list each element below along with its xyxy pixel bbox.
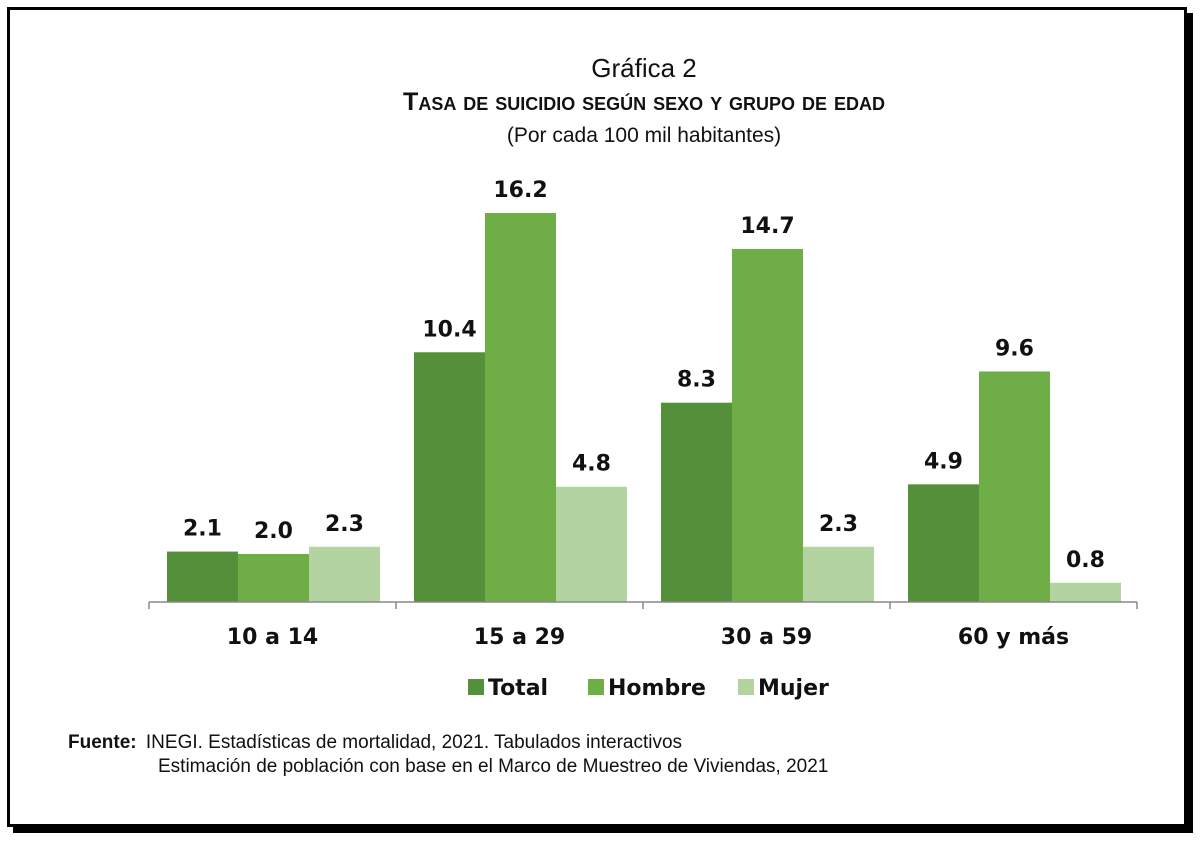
graph-number: Gráfica 2 [591, 53, 697, 83]
data-label-hombre-3: 14.7 [740, 214, 794, 239]
legend-swatch-hombre [588, 679, 604, 695]
data-label-hombre-4: 9.6 [995, 336, 1034, 361]
data-label-hombre-2: 16.2 [493, 178, 547, 203]
x-tick-label-1: 10 a 14 [227, 625, 318, 650]
bar-total-3 [661, 402, 732, 602]
data-label-mujer-1: 2.3 [325, 512, 364, 537]
data-label-mujer-2: 4.8 [572, 452, 611, 477]
bar-hombre-2 [485, 213, 556, 602]
data-label-total-2: 10.4 [422, 317, 476, 342]
bar-hombre-1 [238, 553, 309, 602]
data-label-total-1: 2.1 [183, 517, 222, 542]
bar-total-2 [414, 352, 485, 602]
bar-total-4 [908, 484, 979, 602]
bar-hombre-3 [732, 249, 803, 602]
legend-swatch-total [468, 679, 484, 695]
source-line-2: Estimación de población con base en el M… [158, 756, 828, 777]
legend-label-mujer: Mujer [758, 676, 829, 701]
source-line-1: Fuente: INEGI. Estadísticas de mortalida… [68, 732, 682, 753]
x-axis: 10 a 14 15 a 29 30 a 59 60 y más [148, 601, 1138, 650]
legend: Total Hombre Mujer [468, 676, 829, 701]
bar-mujer-1 [309, 546, 380, 602]
data-label-hombre-1: 2.0 [254, 519, 293, 544]
data-label-total-4: 4.9 [924, 449, 963, 474]
data-label-mujer-4: 0.8 [1066, 548, 1105, 573]
bar-total-1 [167, 551, 238, 602]
chart-subtitle: (Por cada 100 mil habitantes) [507, 124, 781, 147]
data-label-mujer-3: 2.3 [819, 512, 858, 537]
legend-label-total: Total [488, 676, 548, 701]
chart-title: Tasa de suicidio según sexo y grupo de e… [403, 88, 885, 116]
x-tick-label-2: 15 a 29 [474, 625, 565, 650]
legend-swatch-mujer [738, 679, 754, 695]
bar-mujer-3 [803, 546, 874, 602]
x-tick-label-3: 30 a 59 [721, 625, 812, 650]
source-label: Fuente: [68, 732, 137, 753]
bars-group: 2.1 2.0 2.3 10.4 16.2 4.8 8.3 14.7 2.3 4.9 9.6 0.8 [167, 178, 1121, 602]
bar-hombre-4 [979, 371, 1050, 602]
bar-mujer-2 [556, 486, 627, 602]
bar-mujer-4 [1050, 582, 1121, 602]
data-label-total-3: 8.3 [677, 368, 716, 393]
legend-label-hombre: Hombre [608, 676, 706, 701]
source-text-1: INEGI. Estadísticas de mortalidad, 2021.… [146, 732, 682, 753]
x-tick-label-4: 60 y más [958, 625, 1069, 650]
